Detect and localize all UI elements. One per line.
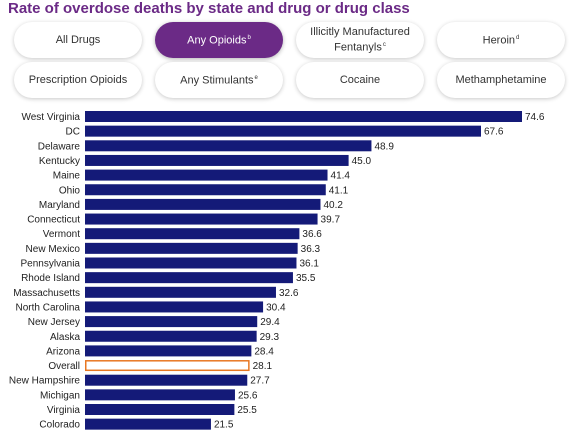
chart-title: Rate of overdose deaths by state and dru…	[8, 0, 410, 17]
value-label: 40.2	[323, 200, 343, 211]
value-label: 39.7	[321, 215, 341, 226]
filter-pill-all-drugs[interactable]: All Drugs	[14, 22, 142, 58]
filter-pill-label: Illicitly Manufactured Fentanylsc	[310, 25, 410, 54]
filter-pill-illicitly-manufactured-fentanyls[interactable]: Illicitly Manufactured Fentanylsc	[296, 22, 424, 58]
filter-pill-label: Cocaine	[339, 73, 381, 86]
state-bar[interactable]	[85, 154, 349, 166]
category-label: Ohio	[59, 185, 81, 196]
filter-pill-any-stimulants[interactable]: Any Stimulantse	[155, 62, 283, 98]
category-label: Vermont	[43, 229, 80, 240]
state-bar[interactable]	[85, 404, 235, 415]
category-label: Massachusetts	[13, 288, 80, 299]
category-label: Alaska	[50, 332, 80, 343]
value-label: 27.7	[250, 376, 270, 387]
state-bar[interactable]	[85, 345, 252, 357]
category-label: Kentucky	[39, 156, 80, 167]
state-bar[interactable]	[85, 286, 276, 298]
footnote-marker: b	[247, 35, 251, 42]
footnote-marker: d	[516, 35, 520, 42]
filter-pill-heroin[interactable]: Heroind	[437, 22, 565, 58]
state-bar[interactable]	[85, 242, 298, 254]
value-label: 36.3	[301, 244, 321, 255]
category-label: Rhode Island	[21, 273, 80, 284]
state-bar[interactable]	[85, 169, 328, 181]
state-bar[interactable]	[85, 330, 257, 342]
category-label: New Mexico	[26, 244, 81, 255]
filter-pill-label: All Drugs	[55, 33, 101, 46]
filter-pill-label: Prescription Opioids	[28, 73, 128, 86]
category-label: DC	[66, 127, 80, 138]
footnote-marker: c	[382, 41, 386, 48]
value-label: 29.4	[260, 317, 280, 328]
state-bar[interactable]	[85, 272, 293, 284]
state-bar[interactable]	[85, 389, 235, 401]
category-label: Delaware	[38, 141, 81, 152]
value-label: 28.1	[253, 361, 273, 372]
value-label: 41.1	[329, 185, 349, 196]
category-label: Pennsylvania	[21, 259, 81, 270]
state-bar[interactable]	[85, 125, 481, 137]
value-label: 74.6	[525, 112, 545, 123]
value-label: 29.3	[260, 332, 280, 343]
state-bar[interactable]	[85, 140, 372, 152]
state-bar[interactable]	[85, 316, 258, 328]
value-label: 48.9	[374, 141, 394, 152]
filter-pill-prescription-opioids[interactable]: Prescription Opioids	[14, 62, 142, 98]
state-bar[interactable]	[85, 228, 300, 240]
filter-pill-label: Heroind	[482, 34, 520, 47]
state-bar[interactable]	[85, 111, 522, 122]
footnote-marker: e	[254, 75, 258, 82]
category-label: Maryland	[39, 200, 80, 211]
value-label: 41.4	[331, 171, 351, 182]
filter-pill-any-opioids[interactable]: Any Opioidsb	[155, 22, 283, 58]
filter-pill-label: Any Opioidsb	[187, 34, 251, 47]
value-label: 32.6	[279, 288, 299, 299]
state-bar[interactable]	[85, 257, 297, 269]
category-label: New Hampshire	[9, 376, 81, 387]
value-label: 21.5	[214, 420, 234, 431]
filter-pill-methamphetamine[interactable]: Methamphetamine	[437, 62, 565, 98]
value-label: 67.6	[484, 127, 504, 138]
value-label: 36.1	[299, 259, 319, 270]
state-bar[interactable]	[85, 213, 318, 225]
state-bar[interactable]	[85, 374, 248, 386]
category-label: Connecticut	[27, 215, 80, 226]
state-bar[interactable]	[85, 418, 211, 430]
value-label: 25.5	[237, 405, 257, 416]
category-label: Colorado	[39, 420, 80, 431]
category-label: West Virginia	[21, 112, 80, 123]
category-label: Maine	[53, 171, 81, 182]
category-label: Overall	[48, 361, 80, 372]
category-label: North Carolina	[16, 302, 81, 313]
value-label: 25.6	[238, 390, 258, 401]
value-label: 30.4	[266, 302, 286, 313]
category-label: New Jersey	[28, 317, 80, 328]
value-label: 35.5	[296, 273, 316, 284]
filter-pill-cocaine[interactable]: Cocaine	[296, 62, 424, 98]
state-bar[interactable]	[85, 184, 326, 196]
category-label: Virginia	[47, 405, 81, 416]
value-label: 28.4	[254, 346, 274, 357]
state-bar[interactable]	[85, 198, 321, 210]
value-label: 45.0	[352, 156, 372, 167]
value-label: 36.6	[302, 229, 322, 240]
overall-bar[interactable]	[85, 360, 250, 372]
category-label: Michigan	[40, 390, 80, 401]
filter-pill-label: Methamphetamine	[455, 73, 547, 86]
category-label: Arizona	[46, 346, 80, 357]
state-bar[interactable]	[85, 301, 264, 313]
filter-pill-label: Any Stimulantse	[180, 74, 258, 87]
